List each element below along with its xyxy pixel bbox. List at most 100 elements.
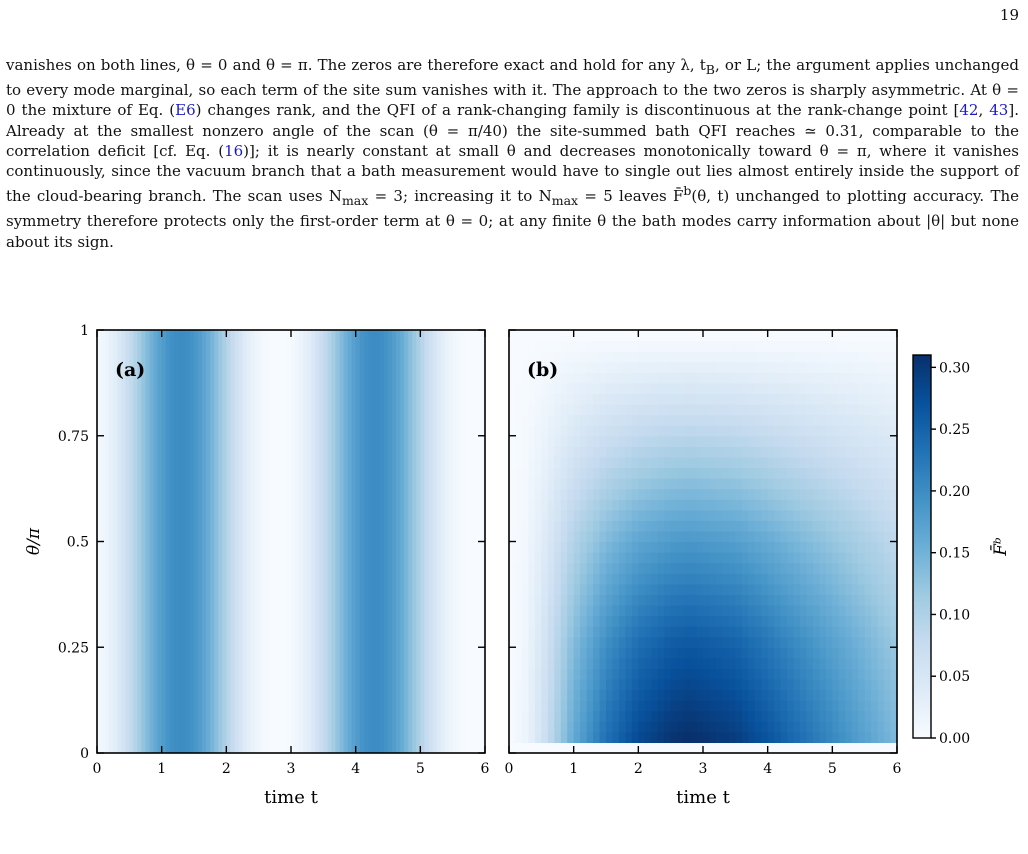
heatmap-cell [819, 678, 827, 691]
heatmap-cell [858, 478, 866, 490]
heatmap-cell [754, 509, 762, 521]
heatmap-cell [806, 330, 814, 342]
heatmap-cell [521, 404, 529, 416]
heatmap-cell [631, 689, 639, 701]
heatmap-cell [657, 351, 665, 363]
heatmap-cell [735, 393, 743, 405]
heatmap-cell [567, 478, 575, 490]
heatmap-cell [547, 340, 555, 352]
heatmap-cell [715, 573, 723, 585]
citation-link[interactable]: 42 [959, 101, 979, 120]
heatmap-cell [858, 668, 866, 680]
heatmap-cell [877, 435, 885, 447]
heatmap-cell [599, 573, 607, 585]
heatmap-cell [618, 657, 626, 669]
heatmap-cell [683, 446, 691, 458]
heatmap-cell [534, 382, 542, 395]
heatmap-cell [631, 731, 639, 744]
heatmap-cell [715, 615, 723, 627]
heatmap-cell [832, 488, 840, 500]
heatmap-cell [890, 446, 898, 458]
heatmap-cell [703, 530, 711, 543]
heatmap-cell [774, 647, 782, 659]
heatmap-column [464, 330, 470, 753]
heatmap-cell [858, 721, 866, 733]
heatmap-cell [599, 552, 607, 564]
text-run: (θ, t) unchanged to plotting accuracy. T… [6, 187, 1019, 251]
heatmap-cell [573, 731, 581, 744]
heatmap-cell [657, 678, 665, 691]
heatmap-cell [554, 573, 562, 585]
heatmap-cell [832, 700, 840, 712]
heatmap-cell [812, 435, 820, 447]
heatmap-cell [515, 562, 523, 574]
citation-link[interactable]: 43 [989, 101, 1009, 120]
heatmap-cell [722, 594, 730, 606]
heatmap-cell [670, 700, 678, 712]
heatmap-cell [573, 393, 581, 405]
heatmap-cell [618, 594, 626, 606]
heatmap-cell [541, 520, 549, 532]
heatmap-cell [586, 509, 594, 521]
heatmap-cell [722, 626, 730, 638]
equation-link[interactable]: E6 [175, 101, 196, 120]
heatmap-cell [703, 636, 711, 648]
heatmap-cell [819, 425, 827, 437]
heatmap-cell [812, 499, 820, 511]
subscript: B [705, 62, 715, 77]
heatmap-cell [625, 467, 633, 479]
heatmap-cell [851, 351, 859, 363]
heatmap-cell [800, 594, 808, 606]
heatmap-cell [638, 657, 646, 669]
heatmap-cell [728, 372, 736, 384]
heatmap-cell [670, 626, 678, 638]
heatmap-cell [845, 562, 853, 574]
heatmap-cell [812, 700, 820, 712]
heatmap-cell [851, 583, 859, 595]
heatmap-cell [651, 488, 659, 500]
heatmap-cell [625, 499, 633, 511]
heatmap-cell [793, 552, 801, 564]
equation-link[interactable]: 16 [224, 141, 244, 160]
heatmap-cell [851, 478, 859, 490]
heatmap-cell [651, 446, 659, 458]
heatmap-cell [554, 710, 562, 722]
heatmap-cell [521, 340, 529, 352]
heatmap-cell [832, 393, 840, 405]
heatmap-cell [851, 742, 859, 754]
heatmap-cell [573, 530, 581, 543]
heatmap-cell [644, 647, 652, 659]
heatmap-cell [722, 414, 730, 426]
heatmap-cell [541, 647, 549, 659]
heatmap-cell [638, 330, 646, 342]
heatmap-cell [780, 552, 788, 564]
heatmap-cell [677, 404, 685, 416]
heatmap-cell [748, 668, 756, 680]
heatmap-cell [677, 657, 685, 669]
heatmap-cell [703, 721, 711, 733]
heatmap-cell [864, 689, 872, 701]
heatmap-cell [638, 435, 646, 447]
heatmap-cell [715, 404, 723, 416]
heatmap-cell [877, 425, 885, 437]
heatmap-cell [800, 573, 808, 585]
page-number: 19 [999, 6, 1019, 24]
heatmap-cell [599, 372, 607, 384]
heatmap-cell [690, 647, 698, 659]
heatmap-cell [541, 721, 549, 733]
heatmap-cell [670, 351, 678, 363]
heatmap-cell [774, 499, 782, 511]
heatmap-cell [606, 414, 614, 426]
heatmap-cell [812, 604, 820, 617]
heatmap-cell [715, 604, 723, 617]
heatmap-cell [851, 488, 859, 500]
heatmap-cell [722, 340, 730, 352]
heatmap-cell [657, 340, 665, 352]
heatmap-cell [761, 710, 769, 722]
heatmap-cell [696, 552, 704, 564]
heatmap-cell [690, 604, 698, 617]
heatmap-cell [644, 393, 652, 405]
heatmap-cell [696, 636, 704, 648]
heatmap-cell [832, 404, 840, 416]
heatmap-cell [812, 467, 820, 479]
